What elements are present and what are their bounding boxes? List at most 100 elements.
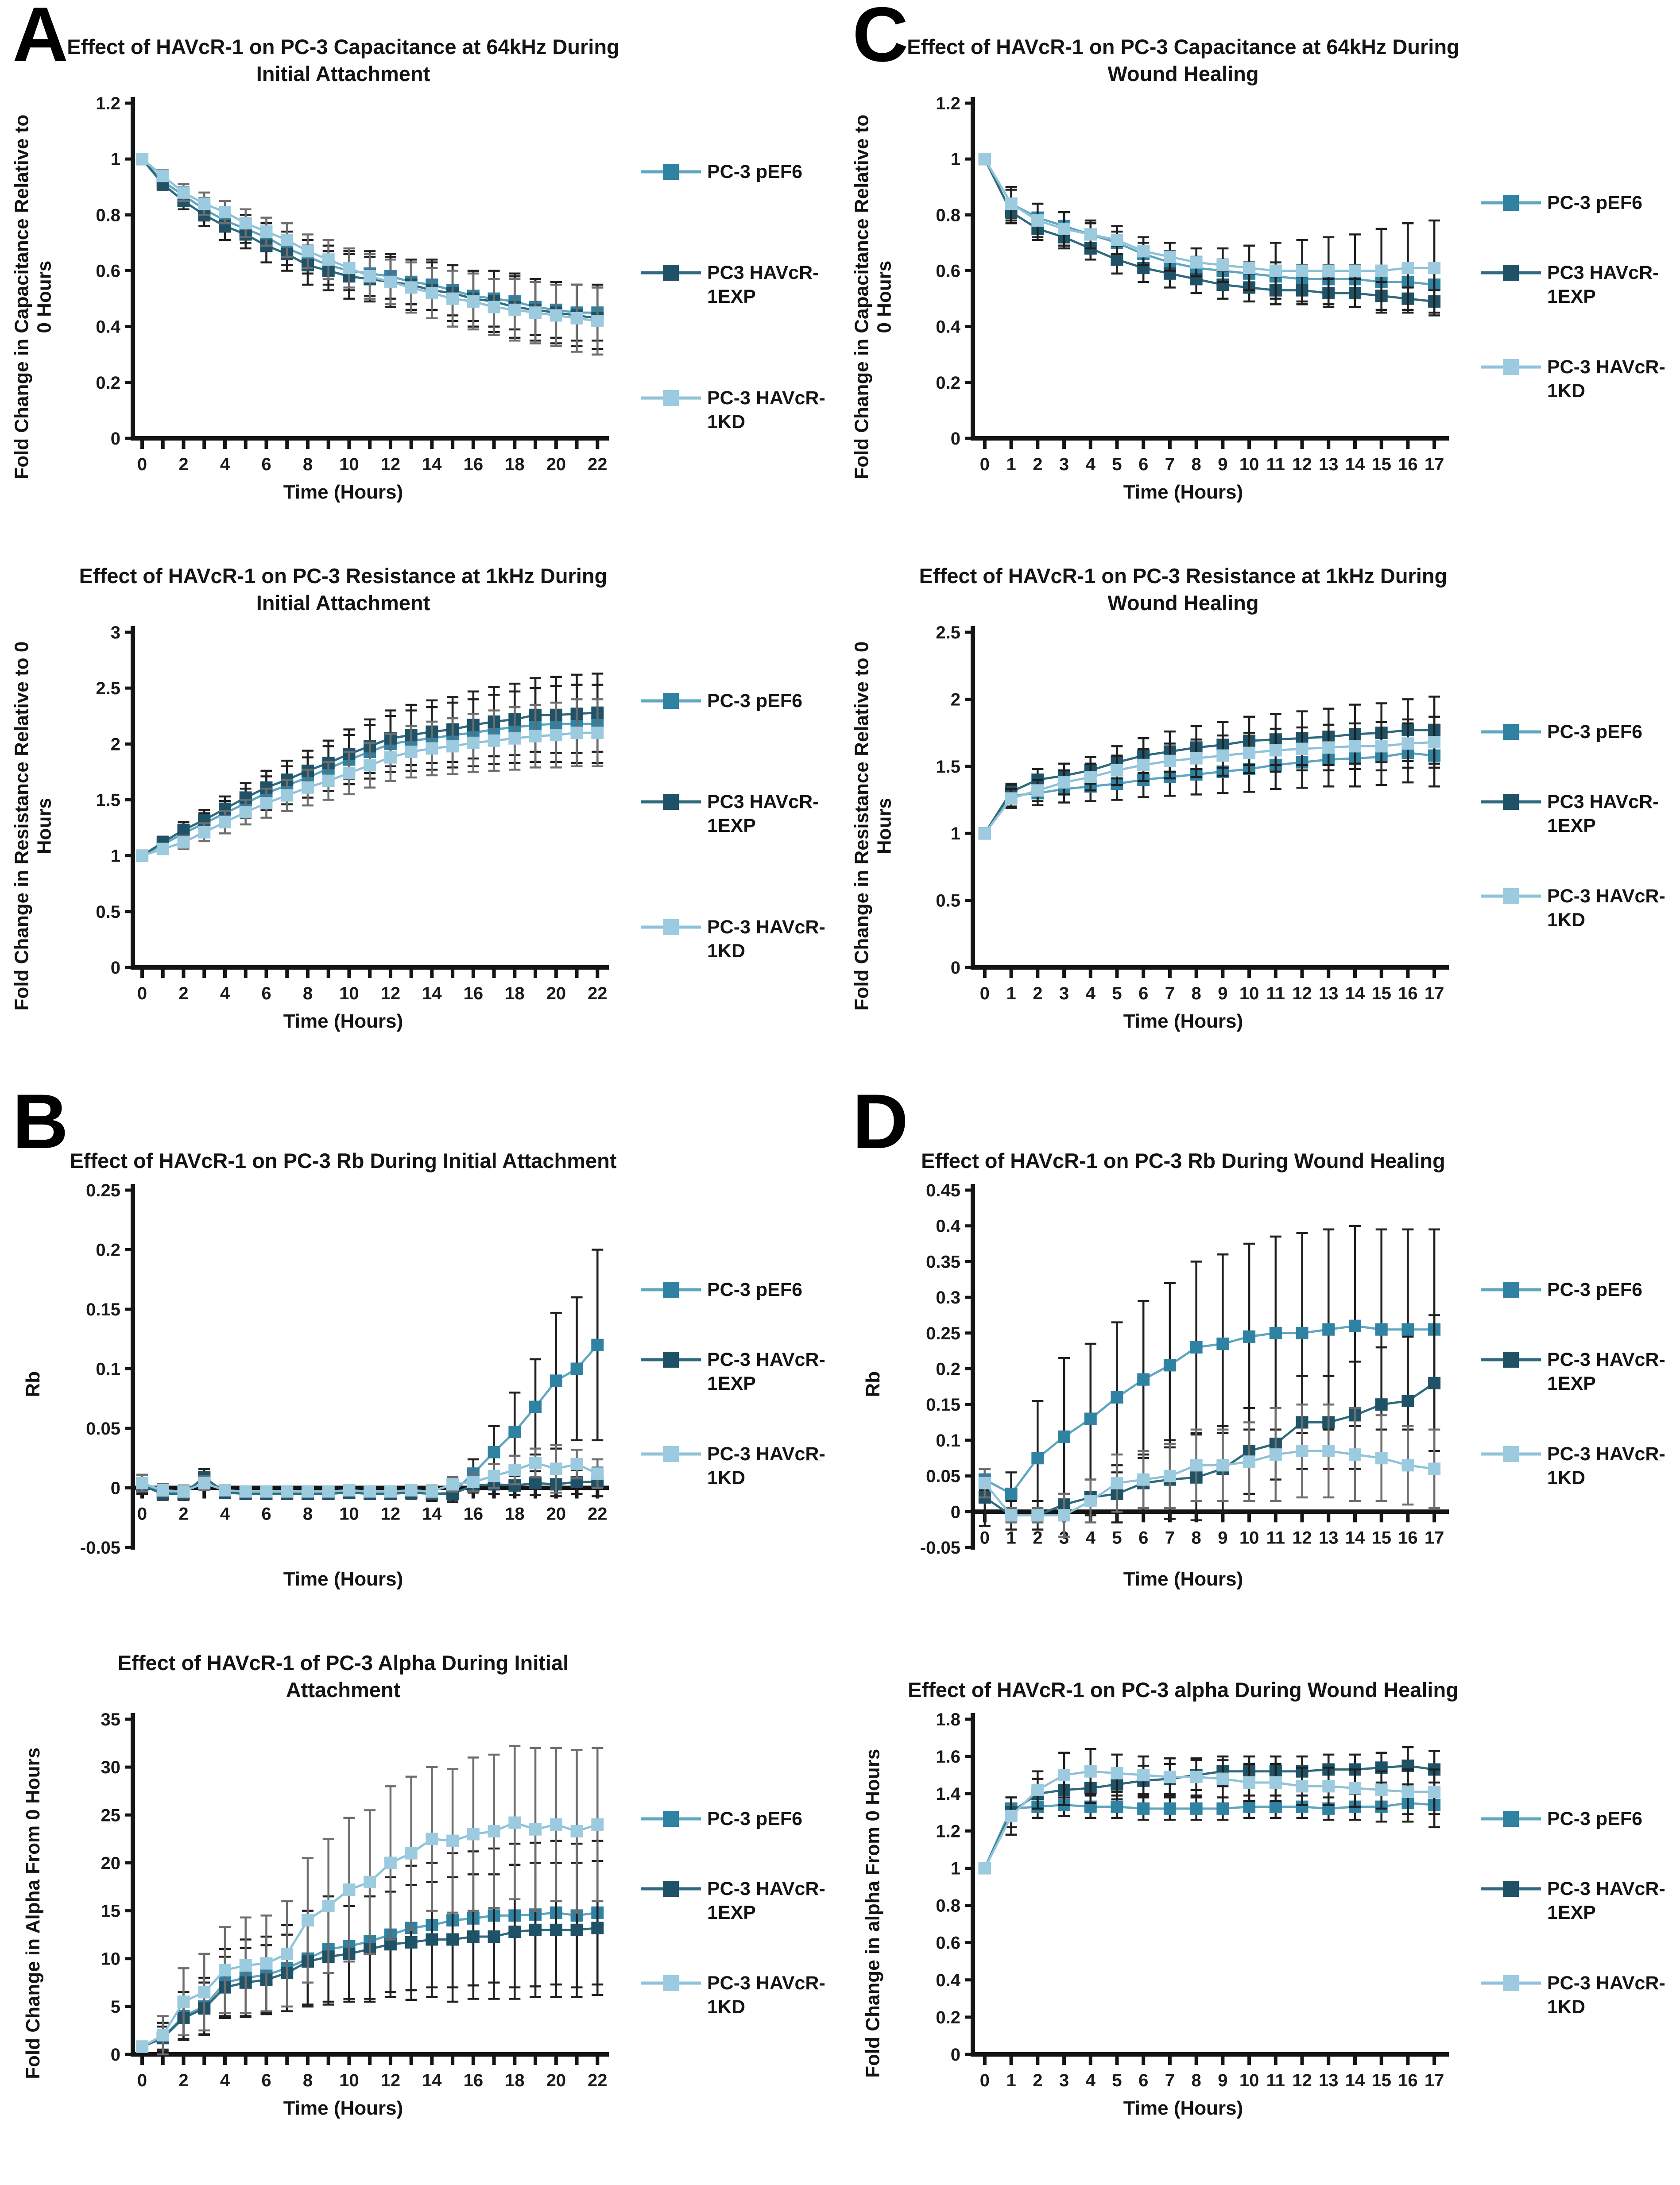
y-tick-label: 0.05 bbox=[86, 1419, 120, 1439]
x-tick-label: 2 bbox=[178, 984, 188, 1003]
series-line bbox=[983, 158, 1435, 286]
series-line bbox=[983, 158, 1435, 272]
chart-body: Fold Change in Capacitance Relative to 0 … bbox=[840, 91, 1680, 503]
x-tick-label: 9 bbox=[1218, 1528, 1227, 1547]
x-tick-label: 2 bbox=[178, 1504, 188, 1524]
data-point-marker bbox=[1163, 1771, 1176, 1783]
data-point-marker bbox=[1375, 1783, 1388, 1796]
data-point-marker bbox=[1058, 1509, 1071, 1522]
legend-square bbox=[1503, 265, 1519, 281]
y-axis-title-line: Fold Change in Capacitance Relative to bbox=[11, 115, 33, 480]
legend-square bbox=[663, 390, 679, 406]
x-tick-label: 4 bbox=[1086, 1528, 1096, 1547]
plot-svg: 0 0.5 1 1.5 2 2.5 3 0 2 4 6 8 10 12 14 16 18 20 22 bbox=[96, 623, 609, 1003]
legend-label-line: PC-3 HAVcR-1KD bbox=[707, 1443, 825, 1489]
data-point-marker bbox=[1348, 740, 1361, 753]
data-point-marker bbox=[343, 1484, 356, 1497]
x-ticks: 0 1 2 3 4 5 6 7 8 9 10 11 12 13 14 15 16 17 bbox=[980, 2056, 1444, 2090]
data-point-marker bbox=[1375, 1323, 1388, 1336]
legend-label-line: PC3 HAVcR-1EXP bbox=[1547, 262, 1659, 308]
x-tick-label: 4 bbox=[1086, 984, 1096, 1003]
x-tick-label: 10 bbox=[1239, 455, 1259, 474]
x-tick-label: 1 bbox=[1006, 984, 1016, 1003]
data-point-marker bbox=[550, 1923, 562, 1936]
legend-item: PC-3 pEF6 bbox=[1480, 191, 1676, 215]
legend-item: PC-3 HAVcR-1KD bbox=[640, 1972, 836, 2019]
series-markers bbox=[978, 153, 1441, 277]
data-point-marker bbox=[1322, 1445, 1335, 1458]
legend-square bbox=[663, 1446, 679, 1462]
plot-svg: 00.511.522.50 1 2 3 4 5 6 7 8 9 10 11 12 13 14 15 16 17 bbox=[936, 623, 1449, 1003]
data-point-marker bbox=[405, 1936, 418, 1949]
data-point-marker bbox=[322, 253, 335, 266]
legend-square bbox=[1503, 1446, 1519, 1462]
legend-item: PC-3 HAVcR-1EXP bbox=[1480, 1348, 1676, 1396]
data-point-marker bbox=[978, 1477, 991, 1489]
legend-marker-icon bbox=[1481, 794, 1541, 810]
data-point-marker bbox=[978, 153, 991, 166]
chart-body: Fold Change in Capacitance Relative to 0 … bbox=[0, 91, 840, 503]
legend: PC-3 pEF6 PC3 HAVcR-1EXP PC-3 HAVcR-1KD bbox=[620, 620, 840, 1033]
legend-square bbox=[1503, 1281, 1519, 1298]
x-tick-label: 6 bbox=[261, 2071, 271, 2090]
legend-item: PC-3 pEF6 bbox=[640, 689, 836, 713]
legend-square bbox=[1503, 888, 1519, 904]
chart-title-line: Initial Attachment bbox=[256, 62, 430, 85]
legend-label: PC-3 HAVcR-1KD bbox=[1547, 885, 1676, 932]
y-tick-label: 2 bbox=[951, 690, 960, 709]
legend-item: PC-3 pEF6 bbox=[1480, 1807, 1676, 1831]
y-axis-title-text: Fold Change in Capacitance Relative to 0 … bbox=[851, 115, 895, 480]
legend-label-line: PC-3 HAVcR-1KD bbox=[707, 1972, 825, 2018]
data-point-marker bbox=[364, 1485, 376, 1498]
x-tick-label: 1 bbox=[1006, 2071, 1016, 2090]
legend-label-line: PC-3 pEF6 bbox=[1547, 1279, 1643, 1300]
plot-area: 0 5 10 15 20 25 30 35 0 2 4 6 8 10 12 14 16 18 20 22 Time (H… bbox=[66, 1707, 620, 2119]
legend-label-line: PC-3 HAVcR-1KD bbox=[1547, 885, 1665, 931]
data-point-marker bbox=[239, 1485, 252, 1498]
x-tick-label: 4 bbox=[220, 2071, 230, 2090]
x-tick-label: 17 bbox=[1425, 2071, 1444, 2090]
y-tick-label: 0.8 bbox=[96, 205, 120, 225]
data-point-marker bbox=[301, 781, 314, 794]
x-tick-label: 8 bbox=[1192, 2071, 1201, 2090]
legend-marker-icon bbox=[641, 1881, 701, 1897]
x-tick-label: 16 bbox=[464, 455, 484, 474]
x-tick-label: 7 bbox=[1165, 1528, 1175, 1547]
data-point-marker bbox=[1190, 256, 1203, 269]
data-point-marker bbox=[177, 1485, 190, 1498]
legend-marker-icon bbox=[641, 163, 701, 180]
legend-marker-icon bbox=[641, 1352, 701, 1368]
plot-svg: -0.05 0 0.05 0.1 0.15 0.2 0.25 0 2 4 6 8 10 12 14 16 18 2… bbox=[80, 1181, 609, 1558]
x-tick-label: 8 bbox=[303, 1504, 313, 1524]
data-point-marker bbox=[1163, 1802, 1176, 1815]
legend-label: PC-3 HAVcR-1KD bbox=[1547, 356, 1676, 403]
x-tick-label: 11 bbox=[1266, 1528, 1285, 1547]
data-point-marker bbox=[1216, 749, 1229, 762]
legend-label: PC-3 pEF6 bbox=[707, 160, 802, 184]
x-tick-label: 20 bbox=[546, 455, 566, 474]
data-point-marker bbox=[301, 1485, 314, 1498]
legend-label: PC-3 pEF6 bbox=[1547, 720, 1642, 744]
y-axis-title-line: 0 Hours bbox=[33, 261, 55, 333]
y-tick-label: 0.6 bbox=[96, 262, 120, 281]
x-tick-label: 2 bbox=[1033, 984, 1042, 1003]
x-tick-label: 13 bbox=[1319, 455, 1339, 474]
data-point-marker bbox=[1163, 250, 1176, 263]
data-point-marker bbox=[239, 806, 252, 819]
legend-label-line: 1EXP bbox=[707, 286, 756, 308]
chart-title-line: Effect of HAVcR-1 on PC-3 Resistance at … bbox=[79, 564, 608, 588]
legend-marker-icon bbox=[1481, 1810, 1541, 1827]
data-point-marker bbox=[1269, 1448, 1282, 1461]
x-tick-label: 2 bbox=[178, 455, 188, 474]
data-point-marker bbox=[1296, 743, 1308, 755]
series-line bbox=[142, 1344, 599, 1495]
legend-item: PC-3 HAVcR-1KD bbox=[1480, 1442, 1676, 1490]
x-tick-label: 3 bbox=[1059, 984, 1069, 1003]
data-point-marker bbox=[1111, 764, 1123, 777]
x-tick-label: 9 bbox=[1218, 2071, 1227, 2090]
series-error-bars bbox=[979, 1225, 1440, 1516]
x-tick-label: 18 bbox=[505, 1504, 525, 1524]
x-tick-label: 16 bbox=[1398, 984, 1418, 1003]
